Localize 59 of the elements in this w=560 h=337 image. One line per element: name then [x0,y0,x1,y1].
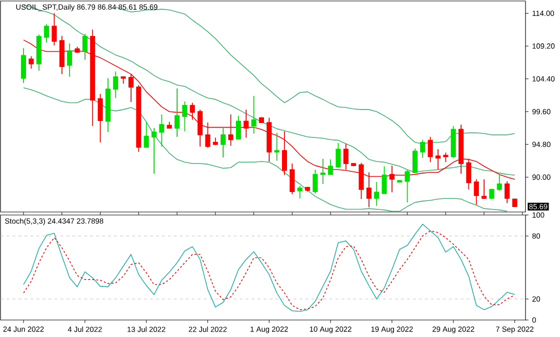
candlestick [67,42,72,78]
candlestick [120,76,126,84]
candlestick [136,84,142,152]
candlestick [212,137,218,146]
candlestick [274,132,280,162]
candlestick [166,121,172,128]
candlestick [435,148,441,170]
candlestick [98,93,103,143]
candlestick [336,142,341,168]
candlestick [474,178,479,205]
candlestick [412,148,418,174]
candlestick [74,46,80,54]
candlestick [290,163,295,195]
candlestick [458,124,464,174]
candlestick [343,143,348,170]
candlestick [244,109,249,138]
candlestick [428,136,433,163]
candlestick [251,95,256,134]
candlestick [282,130,288,176]
candlestick [236,115,241,140]
candlestick [504,180,510,204]
candlestick [305,186,310,192]
candlestick [482,178,487,200]
candlestick [228,114,234,146]
candlestick [182,100,188,132]
candlestick [328,158,334,175]
candlestick [174,88,180,138]
candlestick [351,162,356,167]
candlestick [205,122,210,148]
candlestick [450,126,456,159]
candlestick [443,152,448,163]
candlestick [266,117,272,162]
candlestick [82,33,88,60]
candlestick [489,188,494,200]
candlestick [128,74,134,103]
candlestick [220,128,226,158]
candlestick [159,114,164,147]
candlestick [420,139,426,159]
candlestick [52,12,57,46]
candlestick [28,56,34,70]
candlestick [190,102,195,120]
candlestick [320,158,326,184]
candlestick [105,78,110,133]
candlestick [44,24,50,44]
candlestick [36,34,42,72]
candlestick [312,169,318,194]
candlestick [144,122,149,148]
candlestick [374,182,380,206]
candlestick [258,116,264,123]
candlestick [198,109,203,147]
candlestick [151,128,157,174]
candlestick [397,179,402,184]
candlestick [297,186,302,199]
candlestick [404,169,410,203]
candlestick [512,198,518,208]
candlestick [382,166,387,194]
candlestick [21,48,26,84]
candlestick [113,70,118,98]
candlestick [496,174,502,192]
